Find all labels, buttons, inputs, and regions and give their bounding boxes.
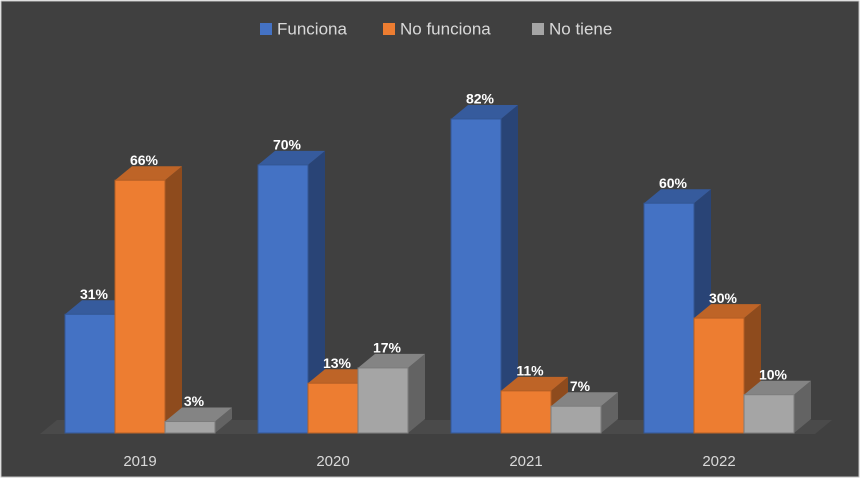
bar: [550, 405, 602, 434]
legend-label: No tiene: [549, 19, 612, 38]
legend-label: No funciona: [400, 19, 491, 38]
bar: [164, 421, 216, 434]
bar: [357, 367, 409, 434]
bar: [643, 202, 695, 434]
bar: [743, 394, 795, 434]
data-label: 7%: [570, 378, 591, 394]
data-label: 70%: [273, 137, 302, 153]
legend-swatch: [532, 23, 544, 35]
bar-top: [501, 376, 568, 391]
bar-top: [744, 380, 811, 395]
legend-swatch: [260, 23, 272, 35]
legend-swatch: [383, 23, 395, 35]
bar: [257, 164, 309, 434]
x-tick-label: 2019: [123, 453, 156, 470]
legend-label: Funciona: [277, 19, 347, 38]
data-label: 17%: [373, 340, 402, 356]
bar-top: [115, 166, 182, 181]
bar-top: [165, 407, 232, 422]
data-label: 11%: [516, 363, 544, 379]
data-label: 82%: [466, 91, 495, 107]
bar: [500, 390, 552, 434]
data-label: 13%: [323, 355, 352, 371]
bar-side: [408, 353, 425, 433]
bar-side: [308, 150, 325, 433]
bar-top: [258, 150, 325, 165]
bar-side: [601, 392, 618, 433]
bar: [114, 179, 166, 434]
bar-top: [451, 104, 518, 119]
bar-side: [501, 104, 518, 433]
x-tick-label: 2020: [316, 453, 349, 470]
bar-side: [165, 166, 182, 433]
bar-top: [694, 304, 761, 319]
x-tick-label: 2021: [509, 453, 542, 470]
bar-top: [644, 189, 711, 204]
data-label: 66%: [130, 152, 159, 168]
data-label: 60%: [659, 175, 688, 191]
data-label: 10%: [759, 366, 788, 382]
bar-top: [551, 392, 618, 407]
x-tick-label: 2022: [702, 453, 735, 470]
bar: [64, 313, 116, 434]
data-label: 31%: [80, 286, 109, 302]
data-label: 30%: [709, 290, 738, 306]
bar-top: [358, 353, 425, 368]
floor: [40, 420, 832, 434]
data-label: 3%: [184, 393, 205, 409]
bar-side: [794, 380, 811, 433]
bar: [450, 118, 502, 434]
bar-side: [215, 407, 232, 433]
bar: [693, 317, 745, 434]
bar: [307, 382, 359, 434]
